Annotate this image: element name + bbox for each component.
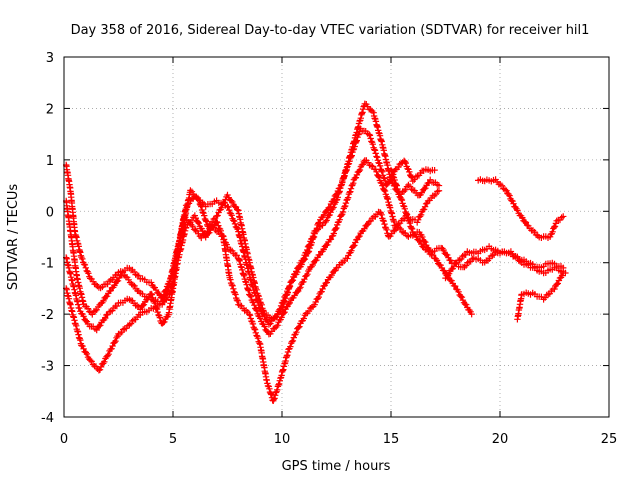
y-tick-label: 3 xyxy=(46,51,54,66)
y-axis-label: SDTVAR / TECUs xyxy=(6,184,21,291)
y-tick-label: -3 xyxy=(41,360,54,375)
x-tick-label: 25 xyxy=(601,432,618,447)
marker-path xyxy=(442,243,569,282)
marker-path xyxy=(63,208,567,404)
x-tick-label: 10 xyxy=(274,432,291,447)
y-tick-label: 1 xyxy=(46,154,54,169)
marker-path xyxy=(63,100,443,328)
x-tick-label: 5 xyxy=(169,432,177,447)
series-track-7 xyxy=(475,176,567,241)
y-tick-label: -2 xyxy=(41,308,54,323)
y-tick-label: 0 xyxy=(46,205,54,220)
marker-path xyxy=(475,176,567,241)
series-track-5 xyxy=(387,166,475,318)
series-track-8 xyxy=(514,269,567,323)
data-markers xyxy=(63,100,569,404)
series-track-1 xyxy=(63,100,443,328)
x-axis-label: GPS time / hours xyxy=(282,459,391,474)
y-tick-label: 2 xyxy=(46,102,54,117)
x-tick-label: 15 xyxy=(383,432,400,447)
marker-path xyxy=(514,269,567,323)
series-track-6 xyxy=(442,243,569,282)
x-tick-label: 20 xyxy=(492,432,509,447)
series-track-4 xyxy=(63,208,567,404)
chart-title: Day 358 of 2016, Sidereal Day-to-day VTE… xyxy=(71,23,590,38)
gridlines xyxy=(64,57,609,417)
x-tick-label: 0 xyxy=(60,432,68,447)
marker-path xyxy=(387,166,475,318)
axis-ticks: 0 5 10 15 20 25 -4 -3 -2 -1 0 1 2 3 xyxy=(41,51,617,447)
plot-frame xyxy=(63,56,610,418)
y-tick-label: -4 xyxy=(41,411,54,426)
y-tick-label: -1 xyxy=(41,257,54,272)
